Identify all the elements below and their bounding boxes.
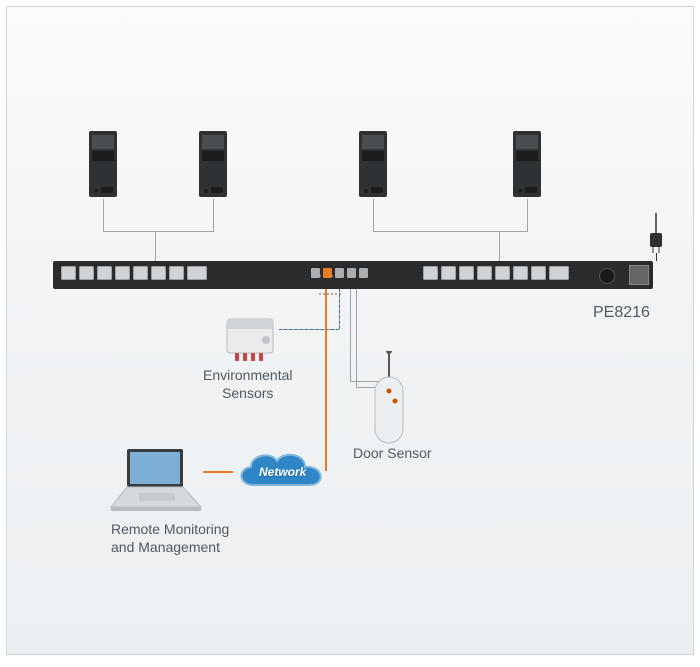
- conn-line: [373, 199, 374, 231]
- conn-line: [373, 231, 528, 232]
- network-wire: [203, 471, 233, 473]
- port-block: [311, 268, 371, 282]
- door-wire: [356, 289, 357, 387]
- remote-label: Remote Monitoring and Management: [111, 521, 229, 556]
- server-1: [87, 131, 119, 199]
- environmental-sensor-icon: [223, 313, 279, 359]
- pdu-device: [53, 261, 653, 289]
- model-label: PE8216: [593, 303, 650, 323]
- sensor-wire: [279, 329, 339, 330]
- outlet-group-left: [61, 266, 210, 284]
- conn-line: [103, 199, 104, 231]
- conn-line: [499, 231, 500, 261]
- network-label: Network: [259, 465, 306, 479]
- network-wire: [325, 289, 327, 471]
- door-sensor-label: Door Sensor: [353, 445, 432, 463]
- server-2: [197, 131, 229, 199]
- conn-line: [155, 231, 156, 261]
- conn-line: [527, 199, 528, 231]
- door-wire: [350, 289, 351, 381]
- door-sensor-icon: [367, 351, 411, 443]
- conn-line: [656, 253, 657, 261]
- outlet-group-right: [423, 266, 572, 284]
- env-sensor-label: Environmental Sensors: [203, 367, 293, 402]
- server-4: [511, 131, 543, 199]
- server-3: [357, 131, 389, 199]
- diagram-canvas: PE8216 Environmental Sensors Door Sensor: [6, 6, 694, 655]
- pdu-knob: [599, 268, 615, 284]
- laptop-icon: [109, 447, 203, 513]
- conn-line: [103, 231, 214, 232]
- power-plug-icon: [647, 213, 665, 253]
- pdu-endcap: [629, 265, 649, 285]
- conn-line: [213, 199, 214, 231]
- sensor-wire: [339, 289, 340, 329]
